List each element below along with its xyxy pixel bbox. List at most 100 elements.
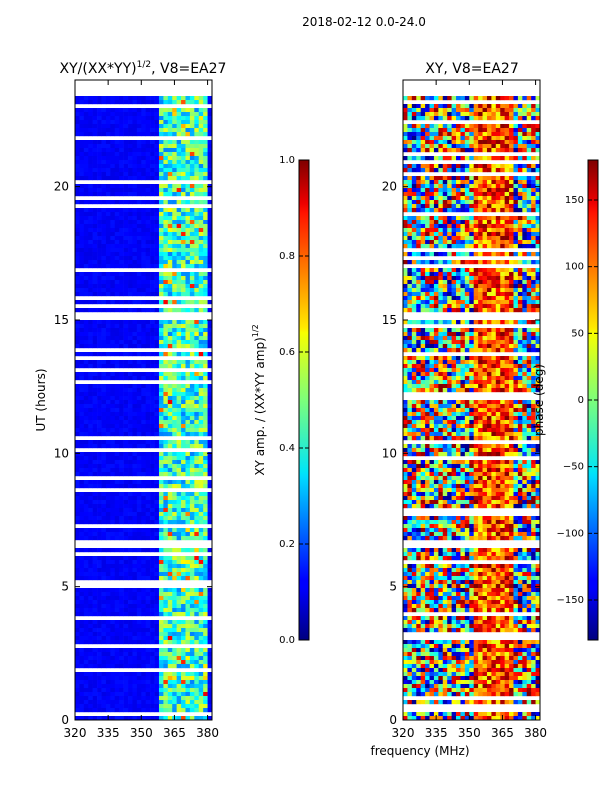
amplitude-heatmap-cell (172, 452, 177, 456)
amplitude-heatmap-cell (155, 220, 160, 224)
amplitude-heatmap-cell (155, 280, 160, 284)
amplitude-heatmap-cell (110, 688, 115, 692)
amplitude-heatmap-cell (185, 696, 190, 700)
amplitude-heatmap-cell (88, 340, 93, 344)
amplitude-heatmap-cell (141, 408, 146, 412)
amplitude-heatmap-cell (106, 416, 111, 420)
amplitude-heatmap-cell (110, 704, 115, 708)
phase-heatmap-cell (434, 220, 439, 224)
amplitude-heatmap-cell (106, 640, 111, 644)
amplitude-heatmap-cell (97, 480, 102, 484)
amplitude-heatmap-cell (137, 500, 142, 504)
amplitude-heatmap-cell (194, 124, 199, 128)
amplitude-heatmap-cell (146, 692, 151, 696)
phase-heatmap-cell (531, 112, 536, 116)
amplitude-heatmap-cell (79, 396, 84, 400)
amplitude-heatmap-cell (110, 124, 115, 128)
amplitude-heatmap-cell (185, 420, 190, 424)
amplitude-heatmap-cell (168, 556, 173, 560)
phase-heatmap-cell (491, 116, 496, 120)
amplitude-heatmap-cell (84, 184, 89, 188)
amplitude-heatmap-cell (146, 220, 151, 224)
amplitude-heatmap-cell (97, 536, 102, 540)
amplitude-heatmap-cell (185, 152, 190, 156)
phase-heatmap-cell (469, 104, 474, 108)
amplitude-heatmap-cell (155, 252, 160, 256)
amplitude-heatmap-cell (124, 612, 129, 616)
amplitude-heatmap-cell (190, 520, 195, 524)
amplitude-heatmap-cell (194, 512, 199, 516)
amplitude-heatmap-cell (190, 420, 195, 424)
amplitude-heatmap-cell (88, 216, 93, 220)
amplitude-heatmap-cell (168, 372, 173, 376)
amplitude-heatmap-cell (110, 112, 115, 116)
amplitude-heatmap-cell (97, 704, 102, 708)
amplitude-heatmap-cell (168, 628, 173, 632)
phase-heatmap-cell (513, 196, 518, 200)
amplitude-heatmap-cell (177, 324, 182, 328)
amplitude-heatmap-cell (190, 396, 195, 400)
amplitude-heatmap-cell (84, 152, 89, 156)
amplitude-heatmap-cell (110, 512, 115, 516)
amplitude-heatmap-cell (88, 140, 93, 144)
amplitude-heatmap-cell (128, 336, 133, 340)
amplitude-heatmap-cell (79, 576, 84, 580)
amplitude-heatmap-cell (168, 492, 173, 496)
amplitude-heatmap-cell (155, 248, 160, 252)
amplitude-heatmap-cell (119, 600, 124, 604)
amplitude-heatmap-cell (181, 620, 186, 624)
amplitude-heatmap-cell (132, 340, 137, 344)
amplitude-heatmap-cell (132, 344, 137, 348)
amplitude-heatmap-cell (163, 572, 168, 576)
phase-heatmap-cell (412, 192, 417, 196)
amplitude-heatmap-cell (75, 628, 80, 632)
amplitude-heatmap-cell (159, 600, 164, 604)
phase-heatmap-cell (531, 176, 536, 180)
amplitude-heatmap-cell (137, 120, 142, 124)
amplitude-heatmap-cell (181, 392, 186, 396)
phase-heatmap-cell (509, 176, 514, 180)
amplitude-heatmap-cell (146, 248, 151, 252)
amplitude-heatmap-cell (168, 536, 173, 540)
amplitude-heatmap-cell (199, 216, 204, 220)
amplitude-heatmap-cell (190, 680, 195, 684)
amplitude-heatmap-cell (128, 636, 133, 640)
amplitude-heatmap-cell (181, 240, 186, 244)
amplitude-heatmap-cell (185, 276, 190, 280)
amplitude-heatmap-cell (124, 184, 129, 188)
amplitude-heatmap-cell (185, 444, 190, 448)
amplitude-heatmap-cell (106, 612, 111, 616)
amplitude-heatmap-cell (185, 532, 190, 536)
amplitude-heatmap-row (75, 212, 212, 216)
amplitude-heatmap-cell (199, 144, 204, 148)
amplitude-heatmap-cell (168, 456, 173, 460)
amplitude-heatmap-cell (110, 700, 115, 704)
phase-title: XY, V8=EA27 (425, 61, 519, 77)
amplitude-heatmap-cell (128, 564, 133, 568)
amplitude-heatmap-row (75, 200, 212, 204)
amplitude-heatmap-cell (181, 564, 186, 568)
amplitude-heatmap-cell (168, 376, 173, 380)
phase-heatmap-cell (483, 156, 488, 160)
phase-heatmap-cell (527, 96, 532, 100)
amplitude-x-tick-label: 350 (130, 726, 153, 740)
amplitude-heatmap-cell (102, 140, 107, 144)
amplitude-heatmap-cell (172, 360, 177, 364)
amplitude-heatmap-cell (155, 328, 160, 332)
amplitude-heatmap-cell (115, 660, 120, 664)
amplitude-heatmap-cell (84, 676, 89, 680)
amplitude-heatmap-cell (194, 700, 199, 704)
amplitude-heatmap-cell (93, 168, 98, 172)
phase-heatmap-cell (522, 108, 527, 112)
amplitude-heatmap-cell (159, 564, 164, 568)
amplitude-heatmap-cell (172, 212, 177, 216)
amplitude-heatmap-cell (124, 416, 129, 420)
amplitude-heatmap-cell (163, 124, 168, 128)
amplitude-heatmap-cell (177, 496, 182, 500)
amplitude-heatmap-cell (84, 252, 89, 256)
phase-heatmap-row (403, 140, 540, 144)
amplitude-heatmap-cell (150, 628, 155, 632)
amplitude-heatmap-cell (93, 432, 98, 436)
amplitude-heatmap-cell (177, 112, 182, 116)
amplitude-heatmap-cell (181, 608, 186, 612)
